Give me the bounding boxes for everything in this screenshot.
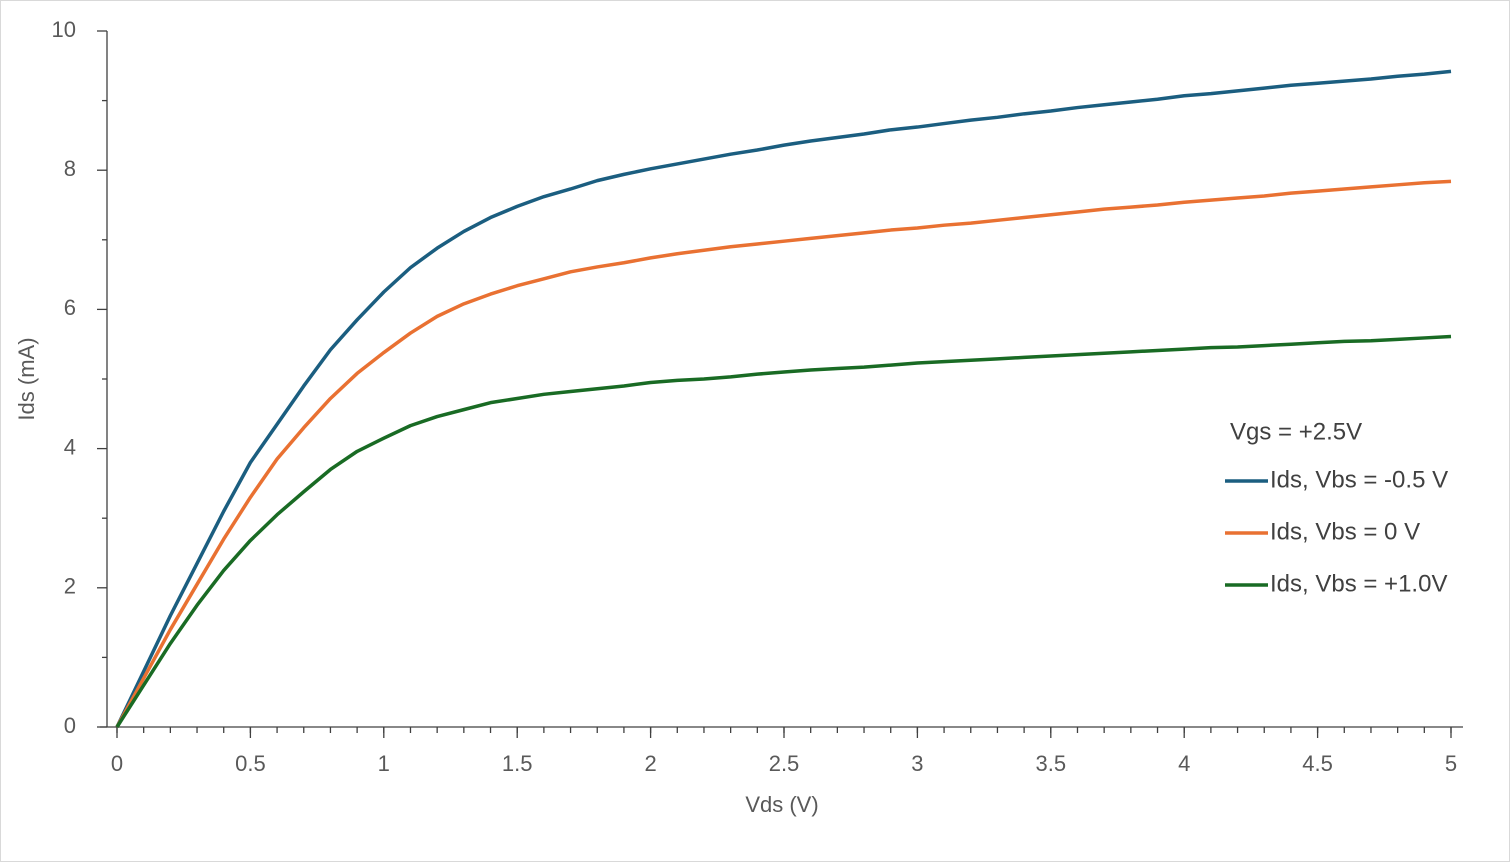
y-tick-label: 8 bbox=[64, 156, 76, 181]
y-tick-label: 2 bbox=[64, 574, 76, 599]
series-line bbox=[115, 334, 1452, 728]
series-line bbox=[115, 69, 1452, 728]
x-tick-label: 0.5 bbox=[235, 751, 266, 776]
x-tick-label: 1 bbox=[378, 751, 390, 776]
legend-label: Ids, Vbs = +1.0V bbox=[1270, 570, 1447, 597]
x-tick-label: 0 bbox=[111, 751, 123, 776]
x-tick-label: 2 bbox=[644, 751, 656, 776]
x-tick-label: 4.5 bbox=[1302, 751, 1333, 776]
legend-title: Vgs = +2.5V bbox=[1230, 418, 1362, 445]
x-tick-label: 3 bbox=[911, 751, 923, 776]
x-tick-label: 3.5 bbox=[1036, 751, 1067, 776]
y-axis-label: Ids (mA) bbox=[14, 337, 39, 420]
y-tick-label: 6 bbox=[64, 295, 76, 320]
series-line bbox=[115, 179, 1452, 728]
x-tick-label: 2.5 bbox=[769, 751, 800, 776]
x-tick-label: 5 bbox=[1445, 751, 1457, 776]
x-tick-label: 1.5 bbox=[502, 751, 533, 776]
y-tick-label: 0 bbox=[64, 713, 76, 738]
legend-label: Ids, Vbs = -0.5 V bbox=[1270, 466, 1448, 493]
y-tick-label: 4 bbox=[64, 434, 76, 459]
y-tick-label: 10 bbox=[52, 17, 76, 42]
x-tick-label: 4 bbox=[1178, 751, 1190, 776]
legend-label: Ids, Vbs = 0 V bbox=[1270, 518, 1420, 545]
x-axis-label: Vds (V) bbox=[745, 792, 818, 817]
